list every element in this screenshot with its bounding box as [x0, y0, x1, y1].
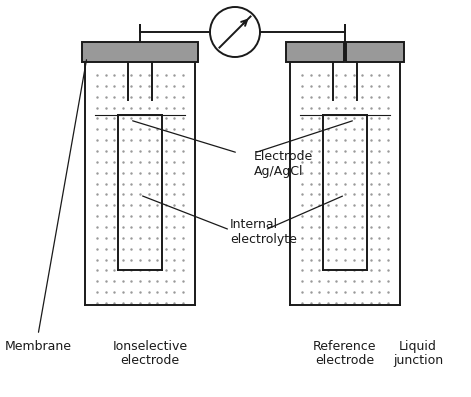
Text: electrode: electrode [316, 354, 374, 367]
Text: Reference: Reference [313, 340, 377, 353]
Text: Liquid: Liquid [399, 340, 437, 353]
Bar [346, 42, 404, 62]
Text: electrode: electrode [121, 354, 179, 367]
Bar [82, 42, 198, 62]
Text: Ionselective: Ionselective [113, 340, 187, 353]
Text: Electrode
Ag/AgCl: Electrode Ag/AgCl [254, 150, 313, 178]
Text: Internal
electrolyte: Internal electrolyte [230, 218, 297, 246]
Bar [286, 42, 344, 62]
Text: junction: junction [393, 354, 443, 367]
Text: Membrane: Membrane [5, 340, 72, 353]
